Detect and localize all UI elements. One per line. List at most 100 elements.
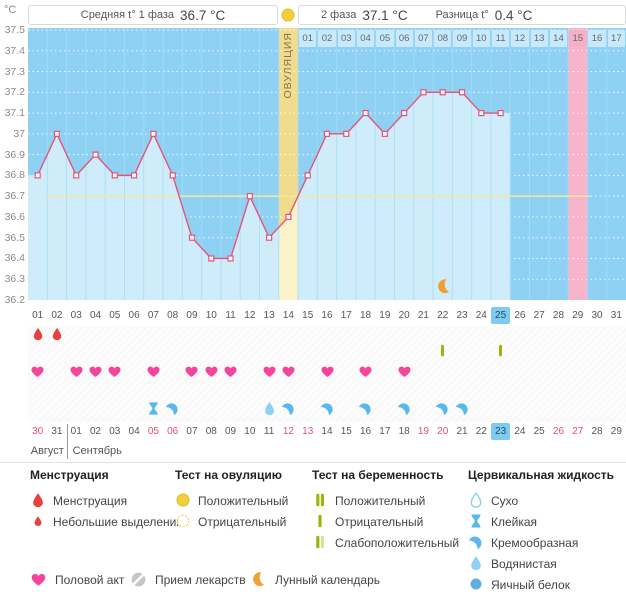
cycle-day-cell[interactable]: 28 (552, 310, 565, 321)
cycle-day-cell[interactable]: 07 (147, 310, 159, 321)
cycle-day-cell[interactable]: 29 (572, 310, 584, 321)
y-tick: 37 (13, 127, 25, 140)
intercourse-heart-icon (69, 364, 84, 379)
date-cell[interactable]: 26 (552, 426, 565, 437)
y-tick: 36.6 (4, 210, 25, 223)
date-cell[interactable]: 04 (128, 426, 140, 437)
diff-value: 0.4 °C (494, 7, 533, 23)
cycle-day-cell[interactable]: 26 (514, 310, 526, 321)
legend-item: Положительный (312, 490, 459, 511)
cycle-day-cell[interactable]: 14 (282, 310, 294, 321)
date-cell[interactable]: 20 (437, 426, 449, 437)
cycle-day-cell[interactable]: 12 (244, 310, 256, 321)
legend-item: Клейкая (468, 511, 614, 532)
legend-group: Менструация Менструация Небольшие выделени… (30, 468, 183, 532)
date-cell[interactable]: 17 (379, 426, 391, 437)
date-cell[interactable]: 02 (89, 426, 102, 437)
date-cell[interactable]: 22 (475, 426, 487, 437)
cycle-day-cell[interactable]: 06 (128, 310, 140, 321)
date-cell[interactable]: 13 (302, 426, 314, 437)
date-cell[interactable]: 28 (591, 426, 603, 437)
dpo-cell: 09 (453, 30, 471, 47)
date-cell[interactable]: 11 (263, 426, 275, 437)
legend-item: Половой акт (30, 570, 124, 590)
date-cell[interactable]: 29 (610, 426, 622, 437)
cycle-day-cell[interactable]: 27 (533, 310, 545, 321)
dpo-cell: 12 (511, 30, 529, 47)
intercourse-heart-icon (107, 364, 122, 379)
cf-dry-icon (468, 492, 485, 509)
heart-icon (30, 571, 48, 589)
date-cell[interactable]: 27 (572, 426, 584, 437)
date-cell[interactable]: 06 (167, 426, 179, 437)
cf-creamy-icon (468, 534, 485, 551)
cycle-day-cell[interactable]: 03 (70, 310, 82, 321)
date-cell[interactable]: 03 (109, 426, 121, 437)
cycle-day-cell[interactable]: 11 (225, 310, 236, 321)
date-cell[interactable]: 18 (398, 426, 410, 437)
date-cell[interactable]: 31 (51, 426, 63, 437)
cycle-day-cell[interactable]: 15 (302, 310, 314, 321)
drop-big-icon (30, 492, 47, 509)
dpo-cell: 07 (414, 30, 433, 47)
cycle-day-cell[interactable]: 05 (109, 310, 121, 321)
cycle-day-cell[interactable]: 01 (32, 310, 44, 321)
cycle-day-cell[interactable]: 02 (51, 310, 63, 321)
date-cell[interactable]: 19 (417, 426, 429, 437)
date-cell[interactable]: 12 (282, 426, 294, 437)
dpo-cell: 13 (530, 30, 548, 47)
temperature-chart: 01 02 03 04 05 06 07 08 09 10 11 12 13 14 15 16 17 ОВУЛЯ… (28, 28, 626, 300)
cycle-day-cell[interactable]: 09 (186, 310, 198, 321)
cervical-fluid-icon (146, 401, 161, 416)
phase2-label: 2 фаза (321, 9, 357, 21)
date-cell[interactable]: 23 (490, 423, 511, 440)
cycle-day-cell[interactable]: 13 (263, 310, 275, 321)
pill-icon (130, 571, 148, 589)
date-cell[interactable]: 01 (70, 426, 82, 437)
date-cell[interactable]: 24 (514, 426, 526, 437)
date-cell[interactable]: 25 (533, 426, 545, 437)
y-tick: 37.5 (4, 24, 25, 36)
cycle-day-cell[interactable]: 21 (417, 310, 429, 321)
intercourse-heart-icon (146, 364, 161, 379)
date-cell[interactable]: 05 (147, 426, 159, 437)
dpo-cell: 04 (356, 30, 375, 47)
y-tick: 37.1 (4, 107, 25, 120)
y-tick: 36.8 (4, 169, 25, 182)
date-cell[interactable]: 10 (244, 426, 256, 437)
date-cell[interactable]: 09 (224, 426, 237, 437)
cycle-day-cell[interactable]: 04 (89, 310, 102, 321)
cycle-day-cell[interactable]: 30 (591, 310, 603, 321)
cycle-day-cell[interactable]: 31 (610, 310, 622, 321)
dpo-cell: 06 (395, 30, 413, 47)
cycle-day-cell[interactable]: 23 (456, 310, 468, 321)
month-divider (66, 424, 68, 459)
date-cell[interactable]: 30 (32, 426, 44, 437)
cycle-day-cell[interactable]: 16 (321, 310, 333, 321)
cycle-day-cell[interactable]: 18 (360, 310, 372, 321)
cycle-day-cell[interactable]: 25 (490, 307, 511, 324)
date-cell[interactable]: 08 (205, 426, 217, 437)
legend-group: Цервикальная жидкость Сухо Клейкая Кремообр… (468, 468, 614, 595)
legend-group-title: Тест на овуляцию (175, 468, 282, 482)
cycle-day-cell[interactable]: 20 (398, 310, 410, 321)
legend-group-title: Тест на беременность (312, 468, 444, 482)
date-cell[interactable]: 14 (321, 426, 333, 437)
sun-outline-icon (175, 513, 192, 530)
date-cell[interactable]: 15 (340, 426, 352, 437)
month-label: Август (30, 445, 64, 457)
cycle-day-cell[interactable]: 24 (475, 310, 487, 321)
date-cell[interactable]: 16 (360, 426, 372, 437)
pregnancy-test-negative-icon (493, 343, 508, 358)
y-tick: 37.4 (4, 44, 25, 57)
cycle-day-cell[interactable]: 22 (437, 310, 449, 321)
date-cell[interactable]: 07 (186, 426, 198, 437)
cycle-day-cell[interactable]: 10 (205, 310, 217, 321)
cycle-day-cell[interactable]: 19 (379, 310, 391, 321)
cycle-day-cell[interactable]: 08 (167, 310, 179, 321)
date-cell[interactable]: 21 (456, 426, 468, 437)
legend-group: Тест на овуляцию Положительный Отрицательн… (175, 468, 288, 532)
cycle-day-cell[interactable]: 17 (340, 310, 352, 321)
cervical-fluid-icon (435, 401, 450, 416)
cervical-fluid-icon (281, 401, 296, 416)
